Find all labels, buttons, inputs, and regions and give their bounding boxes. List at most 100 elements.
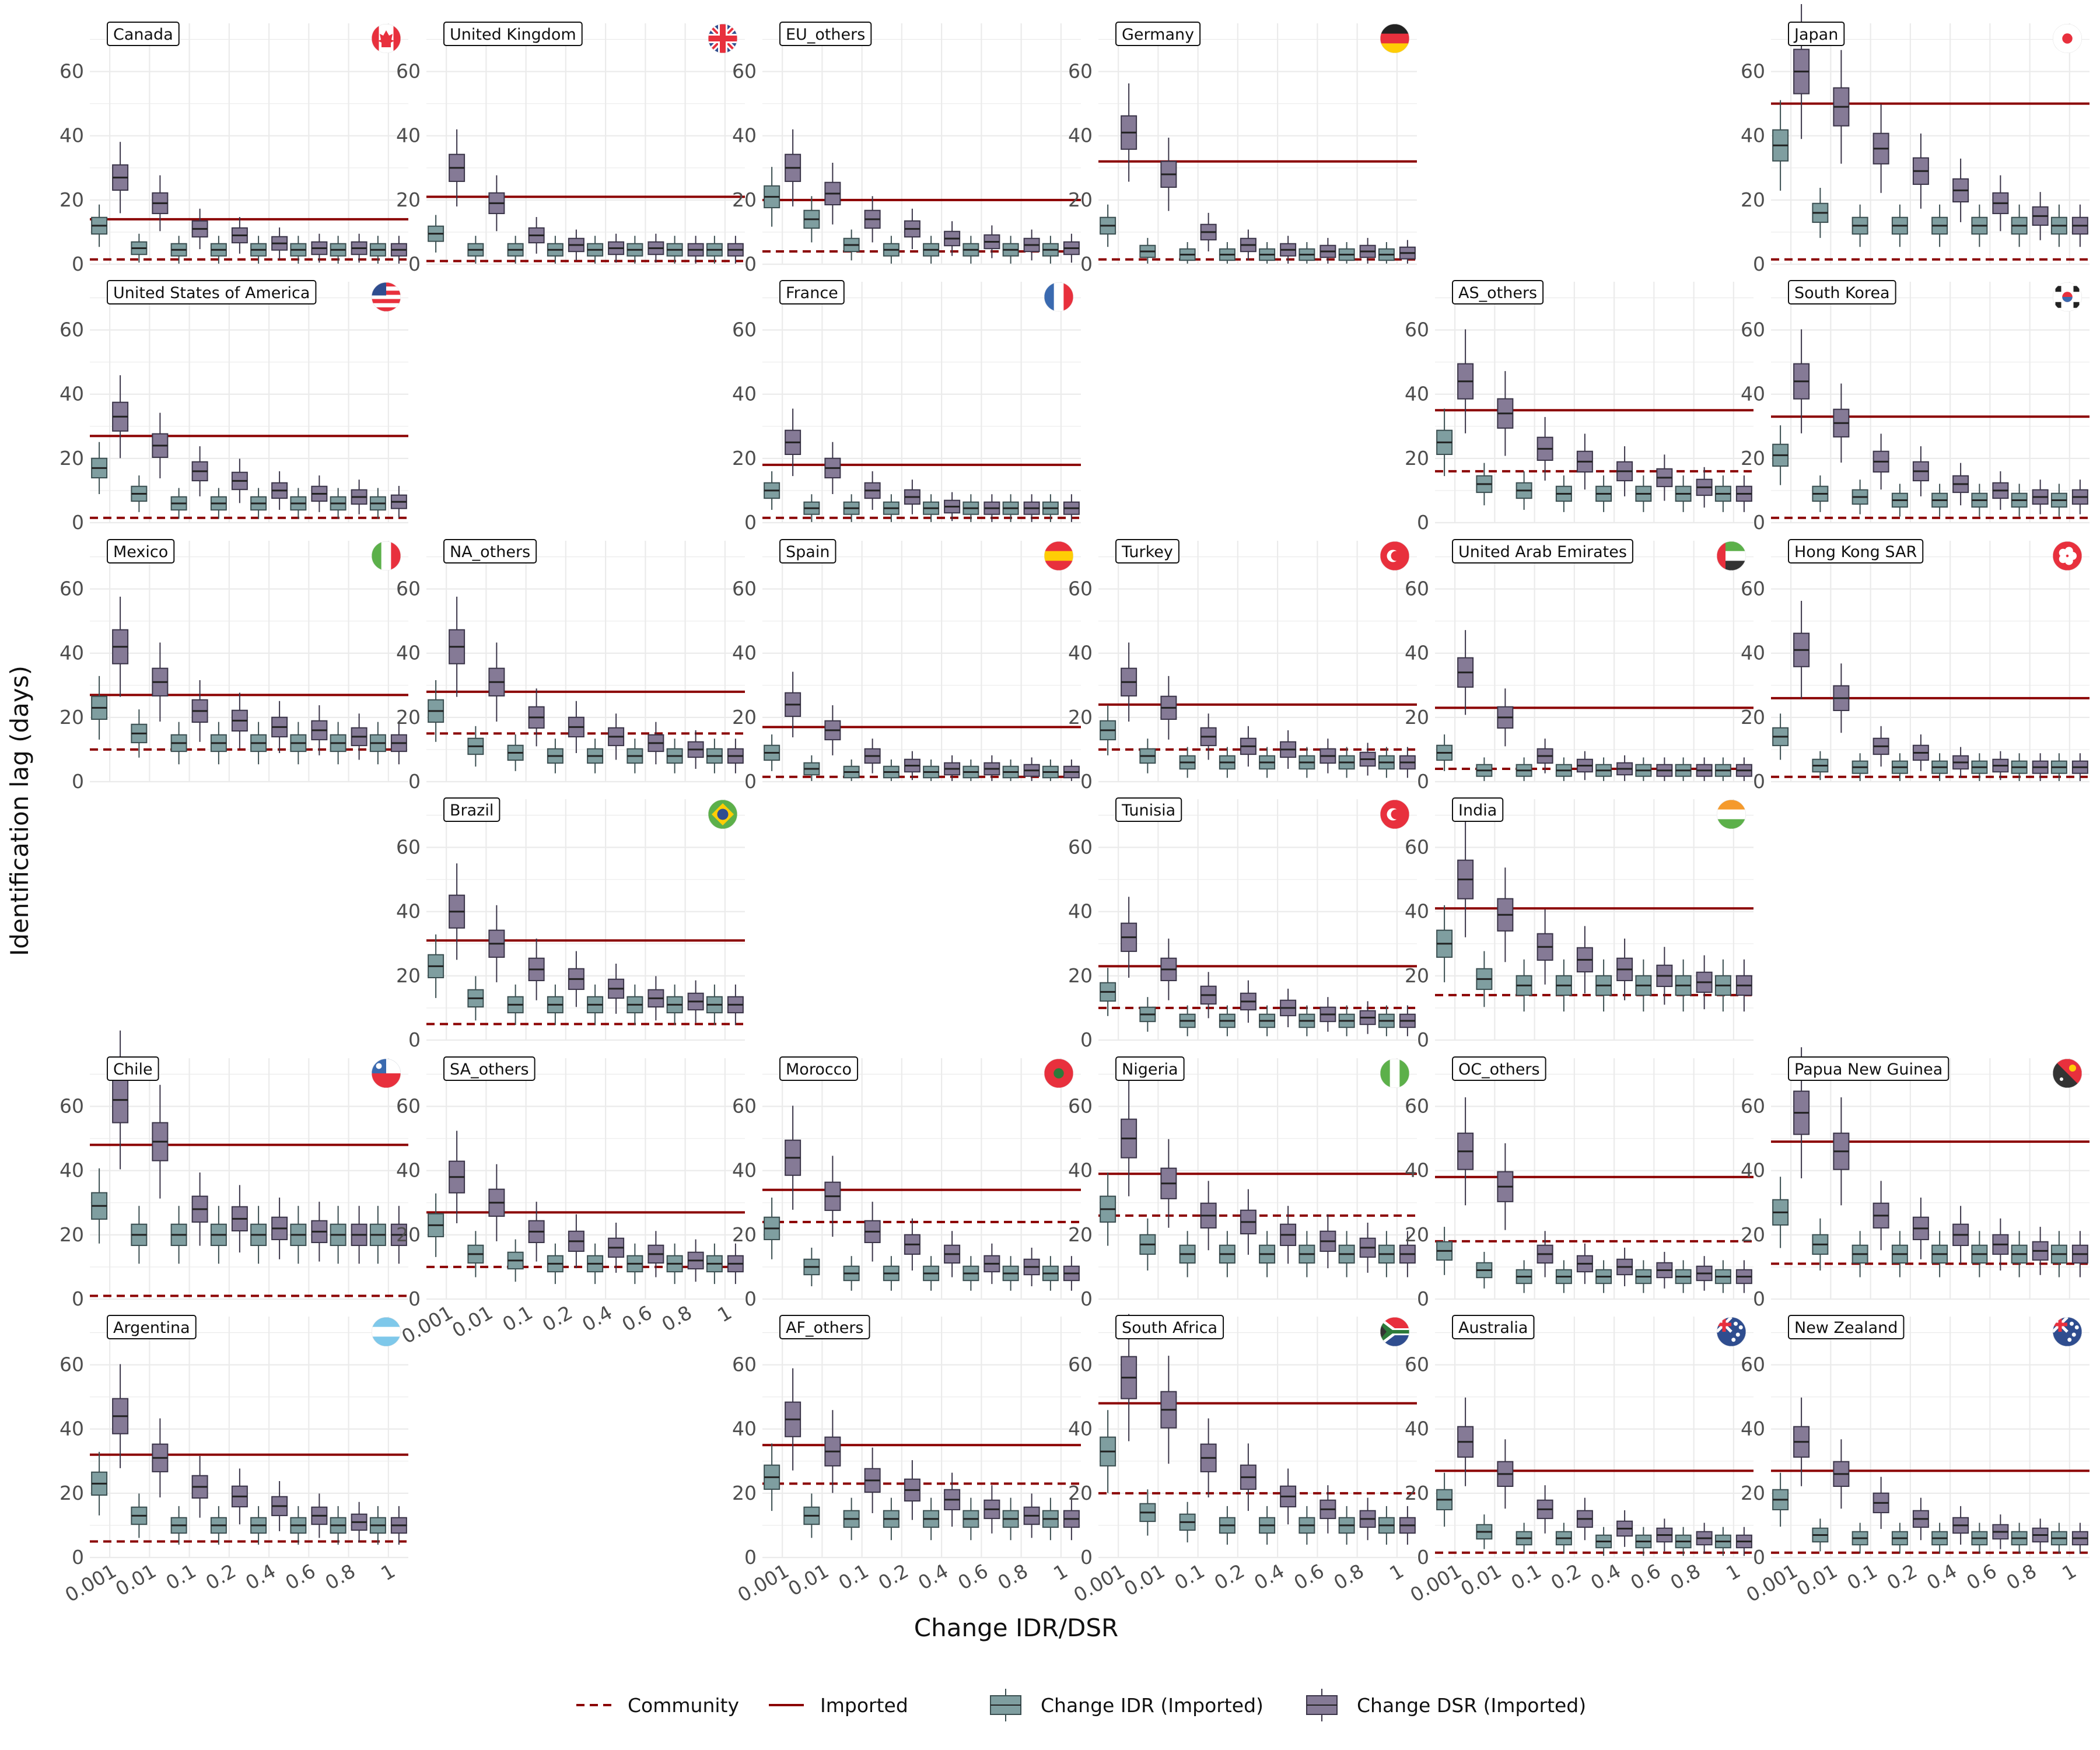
idr-box <box>1476 951 1493 1007</box>
dsr-box <box>1656 1252 1673 1289</box>
dsr-box <box>1121 83 1138 182</box>
y-tick-label: 0 <box>72 1287 84 1310</box>
idr-box <box>507 1239 524 1282</box>
dsr-box <box>1696 1256 1713 1291</box>
idr-box <box>1298 242 1315 264</box>
facet-south-africa: 0 20 40 60 South Africa <box>1068 1314 1417 1569</box>
y-tick-label: 20 <box>1741 1223 1765 1246</box>
dsr-box <box>984 755 1000 781</box>
y-tick-label: 20 <box>732 706 757 729</box>
x-tick-label: 0.1 <box>1171 1559 1209 1594</box>
idr-box <box>1891 204 1908 247</box>
idr-box <box>428 680 444 742</box>
idr-box <box>131 709 148 758</box>
facet-label-box <box>1115 797 1182 822</box>
idr-box <box>1179 1231 1196 1278</box>
idr-box <box>170 488 187 519</box>
idr-box <box>1675 757 1692 781</box>
y-tick-label: 40 <box>1068 1418 1093 1440</box>
idr-box <box>1002 236 1019 264</box>
dsr-box <box>152 1084 169 1199</box>
dsr-box <box>608 233 625 263</box>
flag-dot <box>2062 33 2073 44</box>
dsr-box <box>727 984 744 1026</box>
idr-box <box>1476 1252 1493 1289</box>
x-tick-label: 0.2 <box>1883 1559 1921 1594</box>
y-tick-label: 20 <box>1405 706 1429 729</box>
dsr-box <box>648 1231 664 1278</box>
facet-label-box <box>1452 1056 1546 1081</box>
facet-label-box <box>779 1315 870 1339</box>
idr-box <box>1595 1260 1612 1293</box>
y-tick-label: 60 <box>1741 578 1765 600</box>
dsr-box <box>1912 734 1929 771</box>
dsr-box <box>1576 926 1593 994</box>
idr-box <box>666 236 683 264</box>
y-tick-label: 40 <box>1068 642 1093 664</box>
idr-box <box>1042 494 1059 522</box>
y-tick-label: 40 <box>1405 383 1429 405</box>
facet-label-hong-kong-sar: Hong Kong SAR <box>1788 539 1924 564</box>
dsr-box <box>785 671 802 738</box>
dsr-box <box>1280 1468 1297 1525</box>
dsr-box <box>488 905 505 982</box>
idr-box <box>1772 425 1789 485</box>
facet-sa-others: 0 20 40 60 SA_others <box>396 1056 745 1310</box>
facet-united-states-of-america: 0 20 40 60 United States of America <box>60 280 408 534</box>
dsr-box <box>1992 175 2009 232</box>
x-tick-label: 0.001 <box>398 1301 457 1348</box>
x-tick-label: 0.001 <box>61 1559 120 1606</box>
dsr-box <box>568 951 584 1007</box>
idr-box <box>1338 1231 1355 1278</box>
idr-box <box>1516 959 1532 1012</box>
idr-box <box>764 1197 780 1259</box>
idr-box <box>1635 959 1652 1012</box>
flag-united-kingdom-icon <box>708 24 737 53</box>
dsr-box <box>1359 1001 1376 1034</box>
x-tick-label: 0.6 <box>618 1301 656 1336</box>
dsr-box <box>1912 446 1929 496</box>
idr-box <box>2050 484 2067 517</box>
x-tick-label: 0.2 <box>1547 1559 1585 1594</box>
dsr-box <box>1063 1256 1080 1291</box>
legend: Community Imported Change IDR (Imported)… <box>576 1689 1586 1721</box>
idr-box <box>1635 475 1652 512</box>
dsr-box <box>152 1418 169 1498</box>
y-tick-label: 0 <box>1753 1287 1765 1310</box>
dsr-box <box>351 1206 368 1264</box>
dsr-box <box>449 1130 466 1224</box>
idr-box <box>507 734 524 771</box>
dsr-box <box>727 236 744 264</box>
flag-stripe <box>1717 819 1746 829</box>
facet-label-text: SA_others <box>450 1060 529 1079</box>
facet-label-south-africa: South Africa <box>1115 1315 1224 1339</box>
dsr-box <box>1497 688 1514 747</box>
dsr-box <box>1536 1485 1553 1534</box>
x-tick-label: 0.6 <box>281 1559 319 1594</box>
dsr-box <box>1696 955 1713 1010</box>
y-tick-label: 0 <box>1753 511 1765 534</box>
flag-new-zealand-icon <box>2053 1317 2082 1346</box>
dsr-box <box>488 1164 505 1241</box>
idr-box <box>547 236 564 264</box>
dsr-box <box>1160 1356 1177 1464</box>
dsr-box <box>2032 753 2049 781</box>
facet-label-text: NA_others <box>450 543 530 561</box>
idr-box <box>1971 1522 1988 1554</box>
idr-box <box>1555 1260 1572 1293</box>
y-tick-label: 40 <box>1741 1418 1765 1440</box>
facet-na-others: 0 20 40 60 NA_others <box>396 539 745 793</box>
dsr-box <box>231 459 248 503</box>
dsr-box <box>112 142 129 214</box>
flag-stripe <box>372 1326 401 1338</box>
dsr-box <box>528 1202 545 1262</box>
flag-star <box>2060 1077 2063 1081</box>
idr-box <box>547 738 564 774</box>
y-tick-label: 40 <box>1741 1159 1765 1182</box>
facet-label-box <box>1452 280 1544 304</box>
dsr-box <box>568 1214 584 1269</box>
dsr-box <box>351 480 368 514</box>
idr-box <box>1338 1506 1355 1545</box>
idr-box <box>1139 997 1156 1032</box>
idr-box <box>1436 1472 1453 1527</box>
